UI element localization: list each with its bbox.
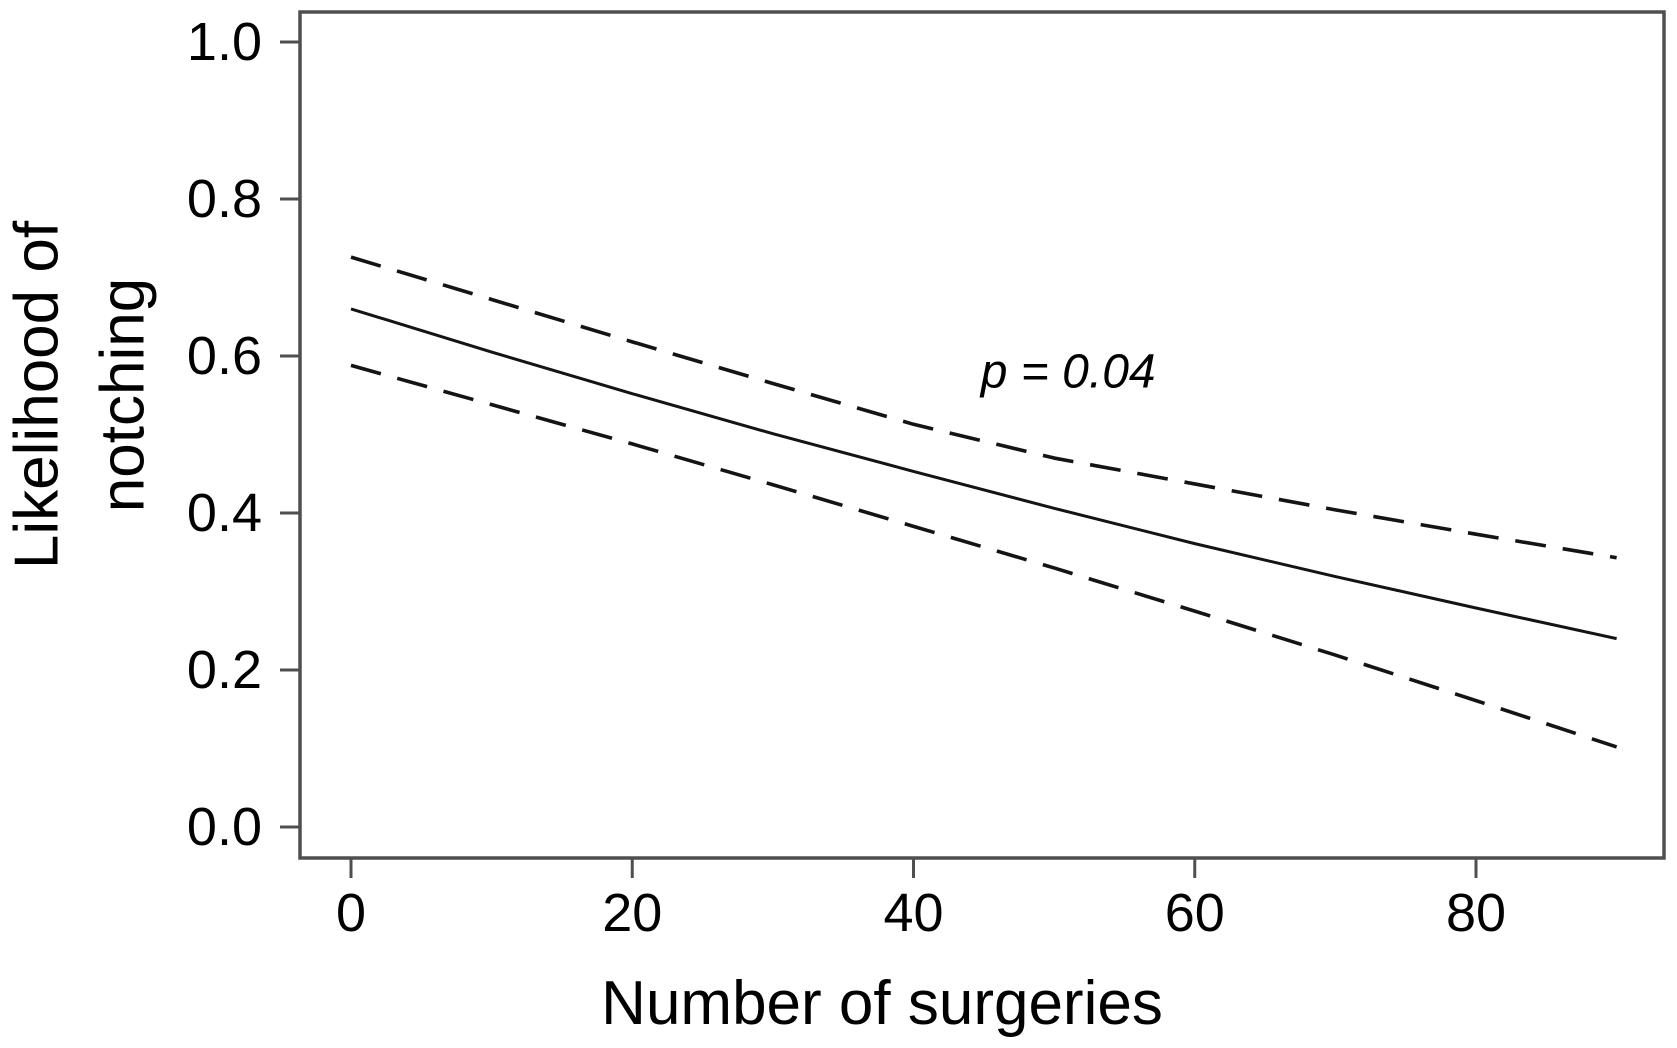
lower-ci-line: [350, 363, 1618, 749]
p-value-annotation: p = 0.04: [980, 345, 1156, 399]
upper-ci-line: [350, 255, 1617, 560]
y-tick-label: 0.2: [186, 640, 262, 700]
y-tick-label: 0.4: [186, 483, 262, 543]
y-tick-label: 0.8: [186, 169, 262, 229]
y-tick-label: 1.0: [186, 12, 262, 72]
fit-line: [350, 307, 1617, 641]
plot-frame: [298, 10, 1666, 860]
x-tick-label: 60: [1164, 883, 1225, 943]
y-tick-label: 0.6: [186, 326, 262, 386]
x-tick-label: 20: [602, 883, 663, 943]
y-tick-label: 0.0: [186, 797, 262, 857]
y-axis-title-line-1: Likelihood of: [2, 220, 72, 570]
x-tick-label: 80: [1445, 883, 1507, 943]
x-axis-title: Number of surgeries: [601, 969, 1163, 1039]
x-tick-label: 40: [883, 883, 944, 943]
x-tick-label: 0: [335, 883, 367, 943]
